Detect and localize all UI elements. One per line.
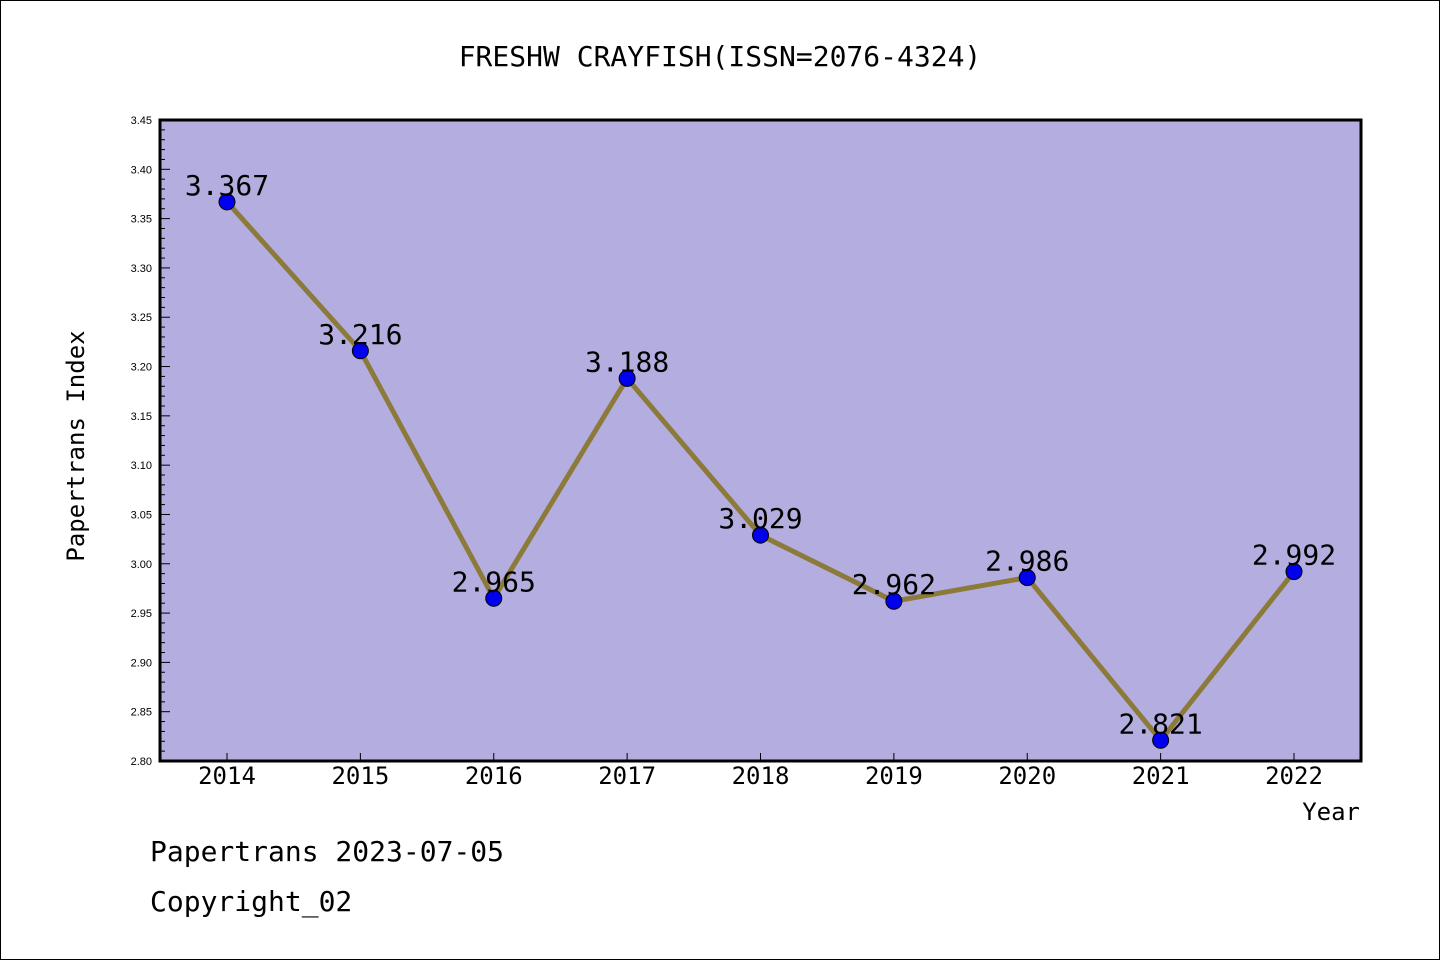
y-tick-label: 3.40 bbox=[131, 164, 152, 176]
y-tick-label: 3.30 bbox=[131, 263, 152, 275]
y-tick-label: 3.45 bbox=[131, 115, 152, 127]
x-tick-label: 2014 bbox=[198, 762, 256, 790]
data-point bbox=[752, 526, 769, 544]
y-tick-label: 3.00 bbox=[131, 559, 152, 571]
x-tick-label: 2019 bbox=[865, 762, 923, 790]
data-label: 2.821 bbox=[1118, 707, 1202, 740]
x-tick-label: 2016 bbox=[465, 762, 523, 790]
data-markers bbox=[218, 193, 1303, 749]
data-point bbox=[618, 369, 636, 387]
data-label: 2.992 bbox=[1252, 539, 1336, 572]
plot-area bbox=[160, 120, 1361, 761]
x-tick-label: 2018 bbox=[732, 762, 790, 790]
data-point bbox=[351, 342, 369, 360]
y-axis-label: Papertrans Index bbox=[62, 330, 90, 561]
footer-date: Papertrans 2023-07-05 bbox=[150, 835, 505, 868]
data-point bbox=[1285, 563, 1303, 581]
data-point bbox=[1152, 731, 1170, 749]
data-point bbox=[1018, 569, 1036, 587]
data-point bbox=[885, 592, 903, 610]
plot-border bbox=[158, 118, 1363, 763]
data-point bbox=[218, 193, 236, 211]
x-axis-label: Year bbox=[1302, 798, 1360, 826]
data-labels: 3.367 3.216 2.965 3.188 3.029 2.962 2.986 2.821… bbox=[185, 169, 1336, 740]
y-tick-label: 3.20 bbox=[131, 362, 152, 374]
y-tick-label: 3.25 bbox=[131, 312, 152, 324]
chart-title: FRESHW CRAYFISH(ISSN=2076-4324) bbox=[459, 40, 982, 73]
data-label: 3.216 bbox=[318, 318, 402, 351]
footer-copyright: Copyright_02 bbox=[150, 885, 353, 918]
data-label: 3.029 bbox=[718, 502, 802, 535]
data-label: 2.986 bbox=[985, 545, 1069, 578]
y-tick-label: 2.80 bbox=[131, 756, 152, 768]
y-tick-label: 3.15 bbox=[131, 411, 152, 423]
x-tick-label: 2022 bbox=[1265, 762, 1323, 790]
data-point bbox=[485, 589, 503, 607]
x-tick-label: 2017 bbox=[598, 762, 656, 790]
y-tick-label: 3.05 bbox=[131, 509, 152, 521]
x-tick-label: 2015 bbox=[331, 762, 389, 790]
x-axis: 2014 2015 2016 2017 2018 2019 2020 2021 2022 bbox=[198, 753, 1323, 790]
x-tick-label: 2020 bbox=[998, 762, 1056, 790]
data-label: 2.962 bbox=[852, 568, 936, 601]
x-tick-label: 2021 bbox=[1132, 762, 1190, 790]
data-label: 3.188 bbox=[585, 345, 669, 378]
y-tick-label: 2.95 bbox=[131, 608, 152, 620]
data-label: 3.367 bbox=[185, 169, 269, 202]
y-tick-label: 3.35 bbox=[131, 214, 152, 226]
y-tick-label: 2.90 bbox=[131, 657, 152, 669]
y-tick-label: 3.10 bbox=[131, 460, 152, 472]
data-label: 2.965 bbox=[452, 565, 536, 598]
y-tick-label: 2.85 bbox=[131, 707, 152, 719]
